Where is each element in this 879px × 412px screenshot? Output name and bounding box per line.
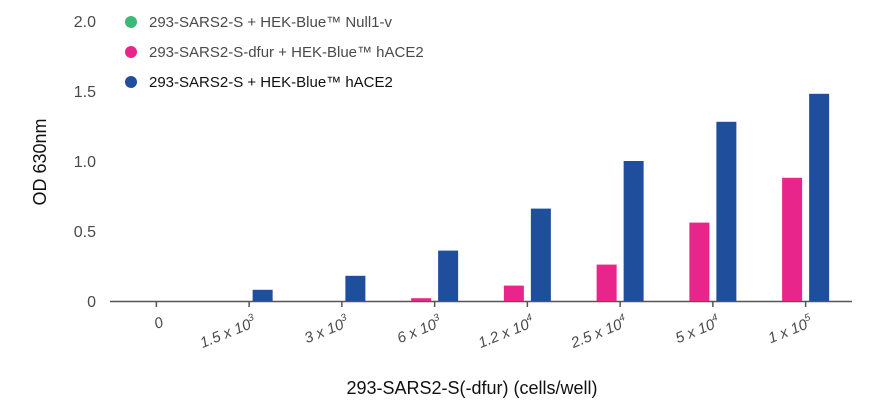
bar [689,222,710,301]
bar [623,161,644,301]
legend-label: 293-SARS2-S + HEK-Blue™ Null1-v [149,14,393,31]
y-tick-label: 2.0 [74,14,96,31]
y-axis-title: OD 630nm [30,118,50,205]
x-tick-label: 3 x 103 [301,312,352,347]
bar [809,93,830,301]
x-tick-label: 1 x 105 [765,312,816,347]
y-tick-label: 1.5 [74,84,96,101]
bar [782,177,803,301]
x-tick-label: 6 x 103 [394,312,445,347]
bars [252,93,830,301]
legend-label: 293-SARS2-S-dfur + HEK-Blue™ hACE2 [149,44,424,61]
x-tick-label: 5 x 104 [672,312,723,347]
legend-marker [125,16,137,28]
y-tick-label: 1.0 [74,154,96,171]
bar [503,285,524,301]
x-tick-label: 0 [152,314,167,333]
y-axis: 0 0.5 1.0 1.5 2.0 [74,14,96,311]
x-axis: 0 1.5 x 103 3 x 103 6 x 103 1.2 x 104 2.5 x 1… [110,300,852,352]
bar [252,289,273,301]
y-tick-label: 0.5 [74,224,96,241]
legend-marker [125,76,137,88]
x-tick-label: 2.5 x 104 [567,312,630,352]
y-tick-label: 0 [87,294,96,311]
bar [438,250,459,301]
legend-label: 293-SARS2-S + HEK-Blue™ hACE2 [149,74,393,91]
bar [411,298,432,301]
bar [530,208,551,301]
bar [345,275,366,301]
x-tick-label: 1.5 x 103 [197,312,259,352]
x-axis-title: 293-SARS2-S(-dfur) (cells/well) [346,378,597,398]
legend-marker [125,46,137,58]
bar [716,121,737,301]
x-tick-label: 1.2 x 104 [475,312,537,352]
legend: 293-SARS2-S + HEK-Blue™ Null1-v 293-SARS2… [125,14,424,91]
bar [596,264,617,301]
